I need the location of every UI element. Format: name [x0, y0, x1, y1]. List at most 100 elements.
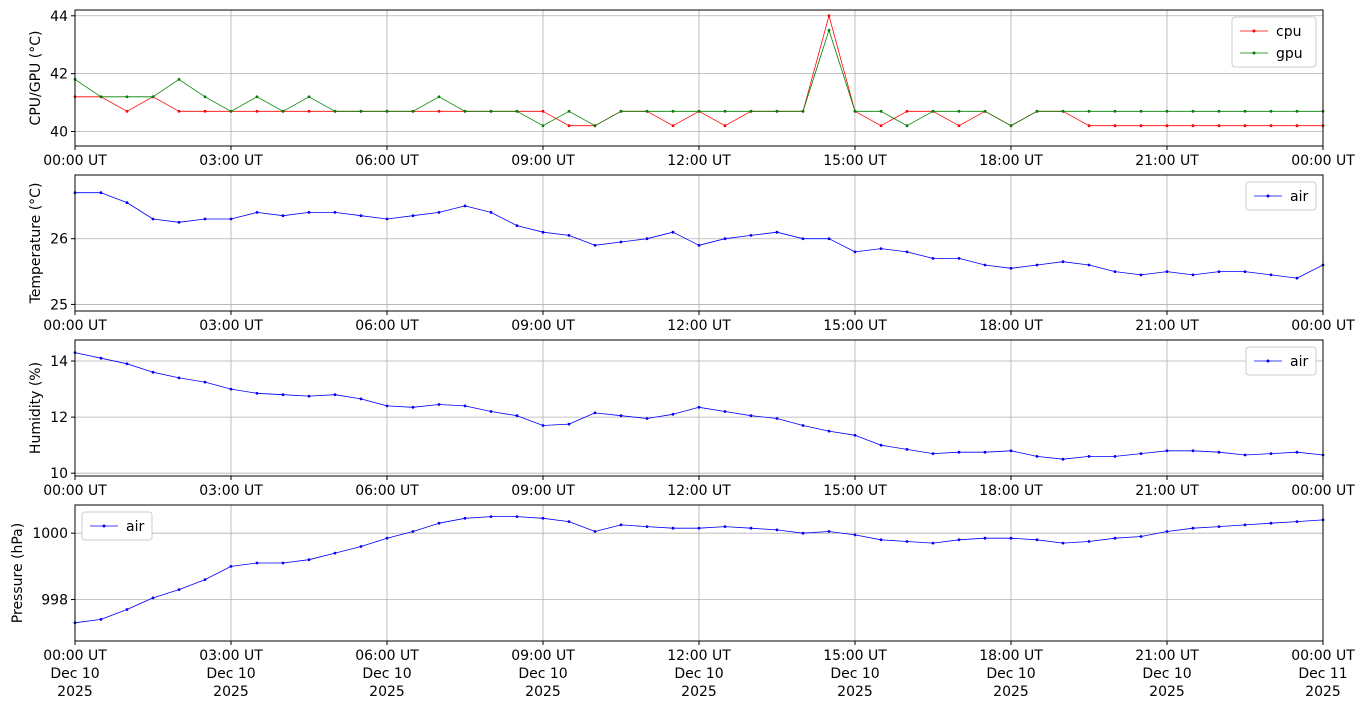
x-tick-label: 06:00 UT [355, 483, 419, 499]
data-point-cpu [125, 109, 129, 113]
data-point-air [1009, 266, 1013, 270]
data-point-cpu [1243, 124, 1247, 128]
data-point-cpu [957, 124, 961, 128]
data-point-cpu [1191, 124, 1195, 128]
x-tick-label: 15:00 UT [823, 318, 887, 334]
data-point-air [1165, 449, 1169, 453]
data-point-air [515, 224, 519, 228]
data-point-air [775, 528, 779, 532]
data-point-air [645, 525, 649, 528]
x-tick-label: 00:00 UT [43, 318, 107, 334]
data-point-gpu [957, 109, 961, 113]
data-point-air [723, 410, 727, 413]
y-tick-label: 10 [50, 466, 68, 482]
legend-marker-cpu [1252, 29, 1256, 33]
data-point-air [619, 414, 623, 418]
x-tick-label: 00:00 UT [43, 483, 107, 499]
legend-marker-air [102, 524, 106, 528]
data-point-air [775, 230, 779, 234]
y-tick-label: 998 [41, 593, 68, 609]
data-point-gpu [1269, 109, 1273, 113]
data-point-gpu [411, 109, 415, 113]
data-point-air [1295, 276, 1299, 280]
data-point-air [1191, 526, 1195, 530]
data-point-air [853, 250, 857, 254]
data-point-air [983, 450, 987, 454]
data-point-air [931, 452, 935, 455]
data-point-air [1035, 455, 1039, 458]
data-point-cpu [723, 124, 727, 128]
data-point-air [411, 214, 415, 218]
data-point-cpu [255, 109, 259, 113]
data-point-air [229, 565, 233, 568]
data-point-gpu [827, 28, 831, 32]
legend-box [1231, 16, 1317, 68]
x-tick-label: 21:00 UT [1135, 648, 1199, 664]
legend-label-air: air [126, 519, 144, 535]
data-point-air [1243, 453, 1247, 457]
data-point-air [853, 533, 857, 537]
data-point-air [1139, 452, 1143, 455]
data-point-air [1295, 520, 1299, 523]
x-tick-label-year: 2025 [993, 684, 1029, 700]
data-point-air [99, 191, 103, 195]
data-point-air [593, 530, 597, 533]
data-point-gpu [593, 124, 597, 128]
x-tick-label: 09:00 UT [511, 483, 575, 499]
legend: cpu gpu [1231, 16, 1317, 68]
data-point-air [203, 380, 207, 384]
x-tick-label-date: Dec 10 [1142, 666, 1191, 682]
data-point-air [1087, 263, 1091, 267]
data-point-air [203, 578, 207, 581]
data-point-air [489, 410, 493, 413]
data-point-air [1113, 536, 1117, 540]
data-point-air [983, 263, 987, 267]
x-tick-label: 21:00 UT [1135, 318, 1199, 334]
data-point-gpu [1009, 124, 1013, 128]
data-point-air [957, 257, 961, 260]
x-tick-label: 09:00 UT [511, 153, 575, 169]
data-point-air [593, 411, 597, 415]
data-point-cpu [671, 124, 675, 128]
y-tick-label: 44 [50, 9, 68, 25]
data-point-gpu [203, 95, 207, 99]
data-point-gpu [749, 109, 753, 113]
data-point-gpu [99, 95, 103, 99]
data-point-air [853, 433, 857, 437]
x-tick-label-date: Dec 10 [50, 666, 99, 682]
data-point-air [385, 217, 389, 221]
x-tick-label: 06:00 UT [355, 153, 419, 169]
data-point-air [619, 523, 623, 527]
legend-label-air: air [1290, 189, 1308, 205]
data-point-air [1139, 535, 1143, 538]
x-tick-label: 00:00 UT [1291, 153, 1355, 169]
data-point-air [697, 405, 701, 409]
data-point-gpu [1035, 109, 1039, 113]
data-point-gpu [931, 109, 935, 113]
legend-label-air: air [1290, 354, 1308, 370]
data-point-air [463, 516, 467, 520]
data-point-air [229, 387, 233, 391]
data-point-air [177, 376, 181, 380]
data-point-air [905, 540, 909, 543]
data-point-air [1113, 455, 1117, 458]
data-point-air [593, 243, 597, 247]
data-point-cpu [177, 109, 181, 113]
data-point-air [801, 424, 805, 427]
data-point-air [879, 247, 883, 251]
data-point-cpu [1269, 124, 1273, 128]
data-point-air [385, 536, 389, 540]
data-point-air [645, 417, 649, 420]
data-point-gpu [255, 95, 259, 99]
x-tick-label-date: Dec 11 [1298, 666, 1347, 682]
data-point-air [359, 397, 363, 401]
data-point-air [801, 531, 805, 535]
data-point-cpu [1139, 124, 1143, 128]
x-tick-label: 21:00 UT [1135, 483, 1199, 499]
data-point-air [385, 404, 389, 408]
data-point-gpu [879, 109, 883, 113]
data-point-gpu [619, 109, 623, 113]
data-point-gpu [775, 109, 779, 113]
data-point-air [567, 520, 571, 523]
x-tick-label: 18:00 UT [979, 483, 1043, 499]
